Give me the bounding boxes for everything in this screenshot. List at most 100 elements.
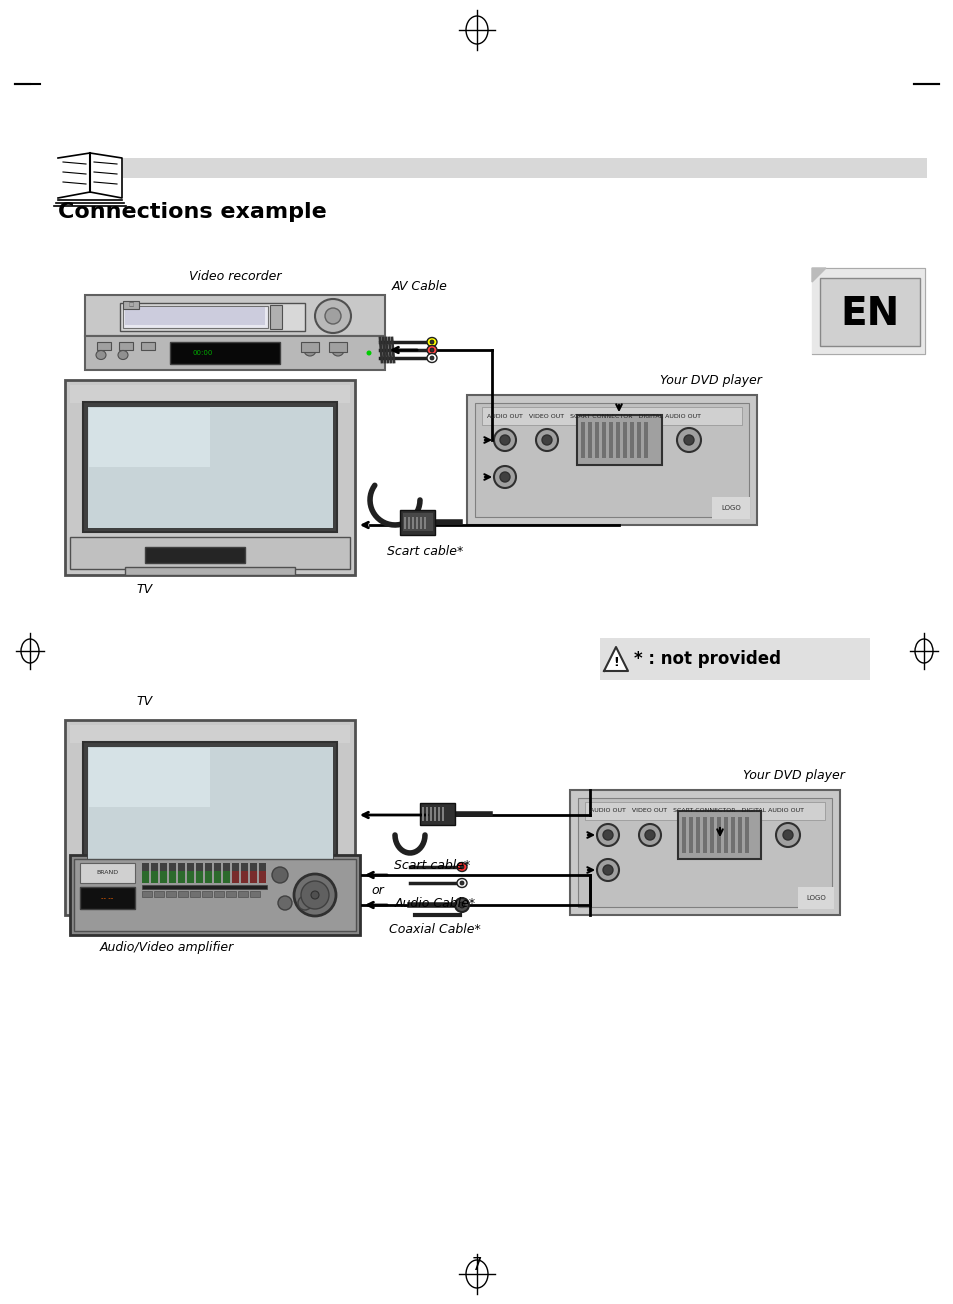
Bar bbox=[601, 422, 605, 458]
Bar bbox=[569, 790, 840, 915]
Bar bbox=[688, 818, 692, 853]
Ellipse shape bbox=[304, 344, 315, 356]
Ellipse shape bbox=[602, 865, 613, 875]
Bar bbox=[616, 422, 619, 458]
Ellipse shape bbox=[499, 472, 510, 482]
Ellipse shape bbox=[536, 429, 558, 451]
Bar bbox=[232, 871, 239, 883]
Bar bbox=[123, 306, 268, 329]
Bar bbox=[622, 422, 626, 458]
Bar bbox=[125, 908, 294, 915]
Ellipse shape bbox=[459, 882, 463, 885]
Bar bbox=[402, 512, 433, 531]
Polygon shape bbox=[811, 269, 825, 282]
Polygon shape bbox=[90, 153, 122, 198]
Bar bbox=[166, 891, 175, 897]
Bar bbox=[120, 303, 305, 331]
Bar bbox=[421, 807, 423, 822]
Ellipse shape bbox=[427, 346, 436, 355]
Text: Audio/Video amplifier: Audio/Video amplifier bbox=[100, 941, 234, 955]
Bar bbox=[232, 863, 239, 883]
Bar bbox=[258, 871, 266, 883]
Bar bbox=[160, 871, 167, 883]
Bar bbox=[329, 342, 347, 352]
Bar bbox=[696, 818, 700, 853]
Text: 7: 7 bbox=[471, 1256, 482, 1274]
Ellipse shape bbox=[677, 428, 700, 452]
Bar bbox=[107, 158, 926, 179]
Text: 00:00: 00:00 bbox=[193, 349, 213, 356]
Text: -- --: -- -- bbox=[101, 895, 113, 901]
Bar bbox=[270, 305, 282, 329]
Text: !: ! bbox=[613, 656, 618, 669]
Bar bbox=[437, 807, 439, 822]
Bar bbox=[202, 891, 212, 897]
Bar bbox=[65, 720, 355, 915]
Text: □: □ bbox=[129, 303, 133, 308]
Bar bbox=[223, 863, 230, 883]
Bar bbox=[223, 871, 230, 883]
Text: Audio Cable*: Audio Cable* bbox=[394, 897, 475, 910]
Ellipse shape bbox=[499, 436, 510, 445]
Bar bbox=[250, 863, 256, 883]
Bar bbox=[142, 885, 267, 889]
Polygon shape bbox=[603, 647, 627, 672]
Bar bbox=[467, 395, 757, 526]
Bar bbox=[178, 891, 188, 897]
Ellipse shape bbox=[427, 353, 436, 363]
Ellipse shape bbox=[782, 831, 792, 840]
Bar bbox=[608, 422, 613, 458]
Bar bbox=[145, 546, 245, 563]
Bar bbox=[142, 891, 152, 897]
Bar bbox=[213, 891, 224, 897]
Bar bbox=[151, 863, 158, 883]
Bar bbox=[142, 863, 149, 883]
Bar bbox=[87, 406, 333, 528]
Bar bbox=[187, 871, 193, 883]
Bar bbox=[250, 891, 260, 897]
Bar bbox=[434, 807, 436, 822]
Bar bbox=[87, 746, 333, 868]
Bar bbox=[178, 871, 185, 883]
Bar bbox=[241, 871, 248, 883]
Bar bbox=[83, 402, 336, 532]
Bar bbox=[441, 807, 443, 822]
Bar bbox=[142, 871, 149, 883]
Bar bbox=[301, 342, 318, 352]
Bar bbox=[205, 871, 212, 883]
Bar bbox=[89, 748, 210, 807]
Ellipse shape bbox=[775, 823, 800, 848]
Ellipse shape bbox=[314, 299, 351, 333]
Ellipse shape bbox=[325, 308, 340, 323]
Ellipse shape bbox=[301, 882, 329, 909]
Text: Your DVD player: Your DVD player bbox=[659, 374, 761, 387]
Bar bbox=[711, 497, 749, 519]
Bar bbox=[595, 422, 598, 458]
Text: TV: TV bbox=[137, 695, 152, 708]
Polygon shape bbox=[58, 153, 90, 198]
Bar bbox=[584, 802, 824, 820]
Bar bbox=[475, 403, 748, 516]
Ellipse shape bbox=[366, 351, 371, 356]
Bar bbox=[89, 408, 210, 467]
Bar bbox=[213, 871, 221, 883]
Ellipse shape bbox=[427, 338, 436, 347]
Text: TV: TV bbox=[137, 583, 152, 596]
Bar bbox=[637, 422, 640, 458]
Ellipse shape bbox=[639, 824, 660, 846]
Ellipse shape bbox=[96, 351, 106, 360]
Ellipse shape bbox=[494, 429, 516, 451]
Text: Connections example: Connections example bbox=[58, 202, 327, 222]
Ellipse shape bbox=[459, 865, 463, 868]
Text: Scart cable*: Scart cable* bbox=[394, 859, 470, 872]
Bar bbox=[65, 379, 355, 575]
Bar bbox=[187, 863, 193, 883]
Bar bbox=[723, 818, 727, 853]
Ellipse shape bbox=[118, 351, 128, 360]
Bar bbox=[717, 818, 720, 853]
Text: Video recorder: Video recorder bbox=[189, 270, 281, 283]
Text: AUDIO OUT   VIDEO OUT   SCART CONNECTOR   DIGITAL AUDIO OUT: AUDIO OUT VIDEO OUT SCART CONNECTOR DIGI… bbox=[486, 413, 700, 419]
Bar bbox=[399, 510, 435, 535]
Ellipse shape bbox=[277, 896, 292, 910]
Text: Your DVD player: Your DVD player bbox=[742, 769, 844, 782]
